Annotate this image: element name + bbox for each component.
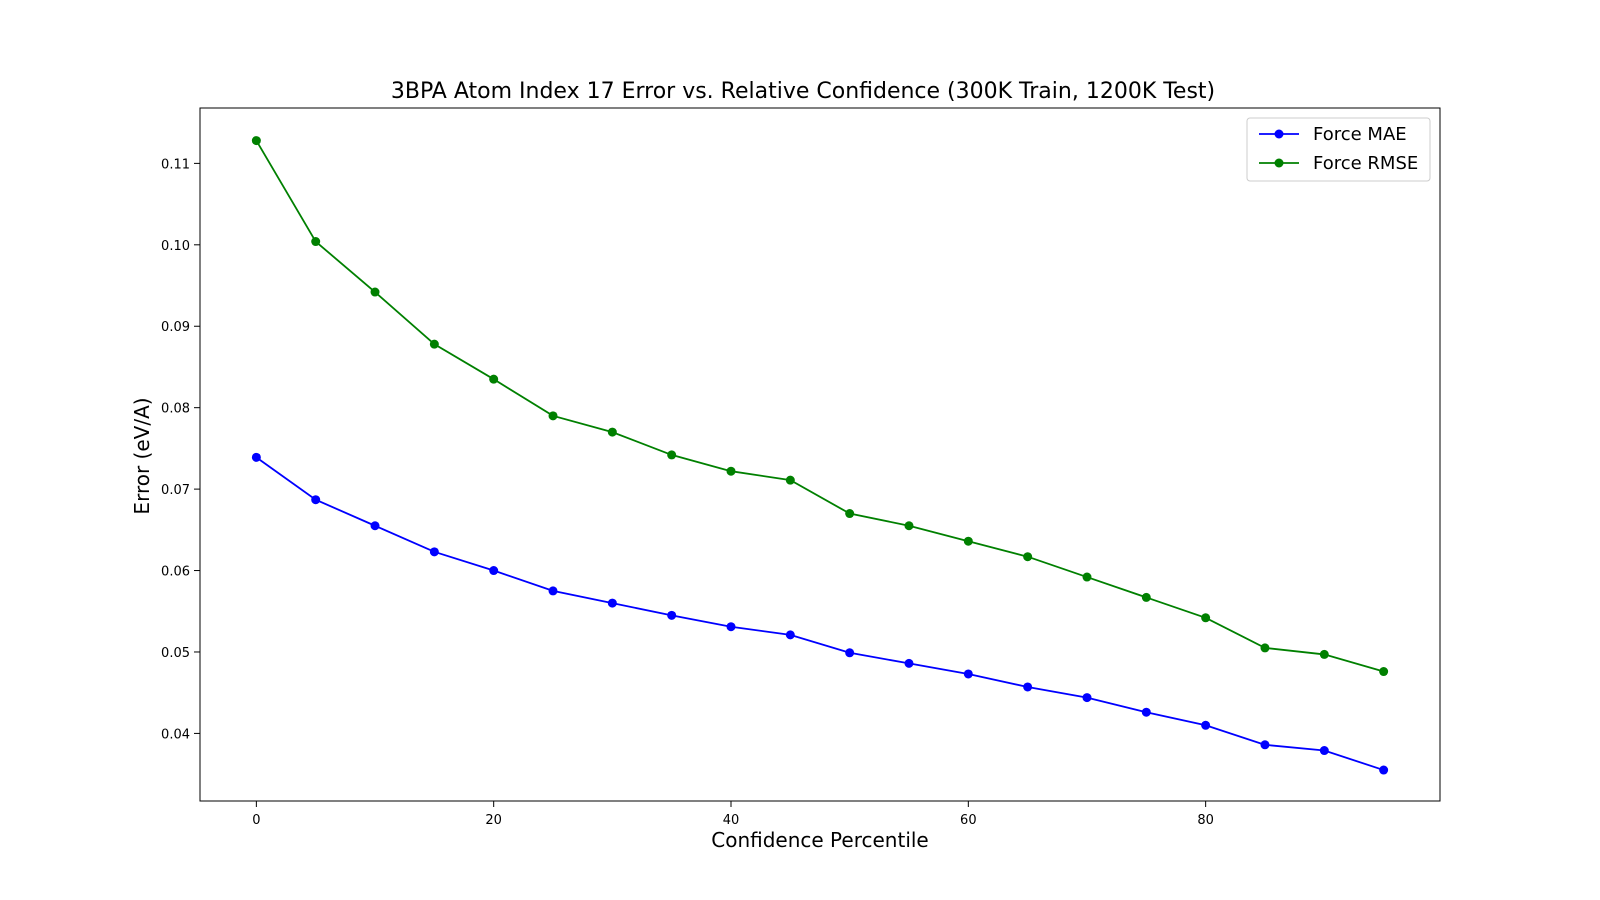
- data-point-force-rmse: [1319, 649, 1329, 659]
- data-point-force-rmse: [548, 411, 558, 421]
- data-point-force-rmse: [726, 466, 736, 476]
- data-point-force-mae: [251, 452, 261, 462]
- legend-marker-force-rmse: [1274, 158, 1284, 168]
- data-point-force-mae: [370, 521, 380, 531]
- data-point-force-mae: [845, 648, 855, 658]
- data-point-force-rmse: [251, 136, 261, 146]
- x-tick-label: 80: [1197, 813, 1214, 828]
- data-point-force-rmse: [311, 237, 321, 247]
- data-point-force-mae: [429, 547, 439, 557]
- data-point-force-rmse: [607, 427, 617, 437]
- x-axis-label: Confidence Percentile: [711, 828, 928, 852]
- data-point-force-mae: [667, 610, 677, 620]
- data-point-force-mae: [1201, 720, 1211, 730]
- data-point-force-rmse: [1379, 667, 1389, 677]
- series-line-force-mae: [255, 456, 1384, 771]
- data-point-force-rmse: [1082, 572, 1092, 582]
- data-point-force-mae: [785, 630, 795, 640]
- y-axis: 0.04 0.05 0.06 0.07 0.08 0.09 0.10 0.11: [161, 157, 200, 742]
- legend-label-force-rmse: Force RMSE: [1313, 153, 1418, 174]
- data-point-force-mae: [1379, 765, 1389, 775]
- y-tick-label: 0.04: [161, 727, 190, 742]
- data-point-force-mae: [1319, 746, 1329, 756]
- data-point-force-rmse: [489, 374, 499, 384]
- data-point-force-rmse: [1260, 643, 1270, 653]
- chart-title: 3BPA Atom Index 17 Error vs. Relative Co…: [391, 79, 1215, 104]
- data-point-force-mae: [489, 566, 499, 576]
- y-tick-label: 0.11: [161, 157, 190, 172]
- data-point-force-mae: [1023, 682, 1033, 692]
- data-point-force-mae: [904, 658, 914, 668]
- x-tick-label: 60: [960, 813, 977, 828]
- data-point-force-mae: [1141, 707, 1151, 717]
- y-tick-label: 0.06: [161, 565, 190, 580]
- series-force-rmse: [251, 136, 1389, 677]
- data-point-force-mae: [607, 598, 617, 608]
- x-axis: 0 20 40 60 80: [252, 801, 1214, 828]
- data-point-force-mae: [1260, 740, 1270, 750]
- data-point-force-rmse: [785, 475, 795, 485]
- y-tick-label: 0.07: [161, 483, 190, 498]
- data-point-force-rmse: [845, 509, 855, 519]
- data-point-force-rmse: [963, 536, 973, 546]
- plot-area: [199, 107, 1441, 802]
- x-tick-label: 40: [723, 813, 740, 828]
- series-layer: [251, 136, 1389, 775]
- data-point-force-mae: [548, 586, 558, 596]
- data-point-force-rmse: [370, 287, 380, 297]
- x-tick-label: 20: [485, 813, 502, 828]
- data-point-force-mae: [963, 669, 973, 679]
- y-tick-label: 0.09: [161, 320, 190, 335]
- legend: Force MAE Force RMSE: [1246, 117, 1431, 182]
- legend-label-force-mae: Force MAE: [1313, 124, 1407, 145]
- y-tick-label: 0.08: [161, 402, 190, 417]
- data-point-force-rmse: [1141, 592, 1151, 602]
- legend-marker-force-mae: [1274, 129, 1284, 139]
- data-point-force-rmse: [904, 521, 914, 531]
- data-point-force-rmse: [1023, 552, 1033, 562]
- x-tick-label: 0: [252, 813, 260, 828]
- y-tick-label: 0.10: [161, 239, 190, 254]
- series-line-force-rmse: [255, 140, 1384, 673]
- data-point-force-mae: [311, 495, 321, 505]
- series-force-mae: [251, 452, 1389, 775]
- y-tick-label: 0.05: [161, 646, 190, 661]
- data-point-force-rmse: [429, 339, 439, 349]
- data-point-force-rmse: [667, 450, 677, 460]
- data-point-force-mae: [1082, 693, 1092, 703]
- y-axis-label: Error (eV/A): [130, 397, 154, 514]
- data-point-force-mae: [726, 622, 736, 632]
- data-point-force-rmse: [1201, 613, 1211, 623]
